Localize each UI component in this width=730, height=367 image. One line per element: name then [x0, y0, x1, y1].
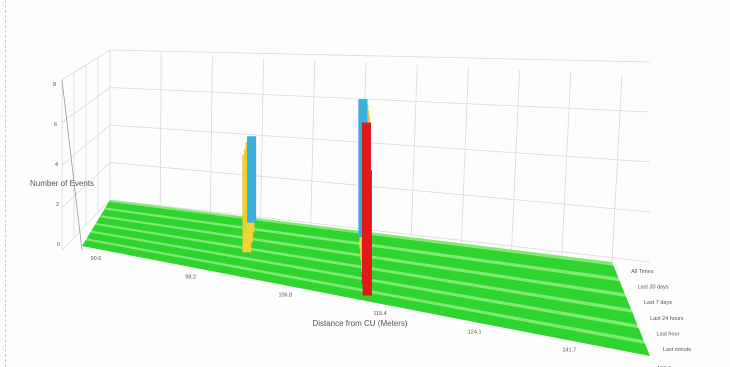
y-tick-label: 6 — [54, 122, 57, 128]
grid-line-vertical — [511, 69, 520, 250]
x-axis-label: Distance from CU (Meters) — [312, 319, 407, 328]
grid-line-vertical — [561, 72, 572, 256]
grid-line-vertical — [410, 64, 418, 238]
grid-line-vertical — [310, 59, 316, 225]
grid-line-horizontal — [109, 199, 651, 263]
grid-line-vertical — [260, 57, 264, 219]
series-label: Last hour — [657, 332, 680, 338]
grid-line-vertical — [159, 52, 162, 207]
grid-line-horizontal — [109, 87, 651, 113]
y-axis-line — [61, 79, 83, 251]
series-label: Last 7 days — [644, 300, 672, 306]
y-tick-label: 4 — [55, 162, 58, 168]
series-label: Last 24 hours — [650, 316, 684, 322]
series-label: Last minute — [663, 347, 691, 353]
series-label: Last 30 days — [638, 285, 669, 291]
y-tick-label: 8 — [53, 82, 56, 88]
series-label: All Times — [631, 269, 654, 275]
bar — [246, 136, 257, 223]
grid-line-horizontal — [109, 49, 651, 63]
grid-line-horizontal — [109, 162, 651, 213]
left-border — [5, 0, 6, 367]
y-tick-label: 2 — [56, 202, 59, 208]
x-tick-label: 115.4 — [373, 311, 386, 317]
grid-line-horizontal — [109, 124, 651, 163]
x-tick-label: 106.8 — [278, 293, 292, 299]
y-axis-label: Number of Events — [30, 179, 94, 188]
y-tick-label: 0 — [57, 242, 60, 248]
floor-stripe — [82, 240, 650, 356]
x-tick-label: 124.1 — [468, 329, 482, 335]
grid-line-vertical — [210, 54, 213, 213]
x-tick-label: 98.2 — [185, 274, 196, 280]
grid-line-vertical — [461, 67, 469, 244]
bar — [362, 170, 372, 296]
x-tick-label: 90.6 — [91, 256, 102, 262]
x-tick-label: 141.7 — [562, 348, 576, 354]
grid-lines — [61, 49, 651, 263]
grid-line-vertical — [611, 74, 623, 263]
